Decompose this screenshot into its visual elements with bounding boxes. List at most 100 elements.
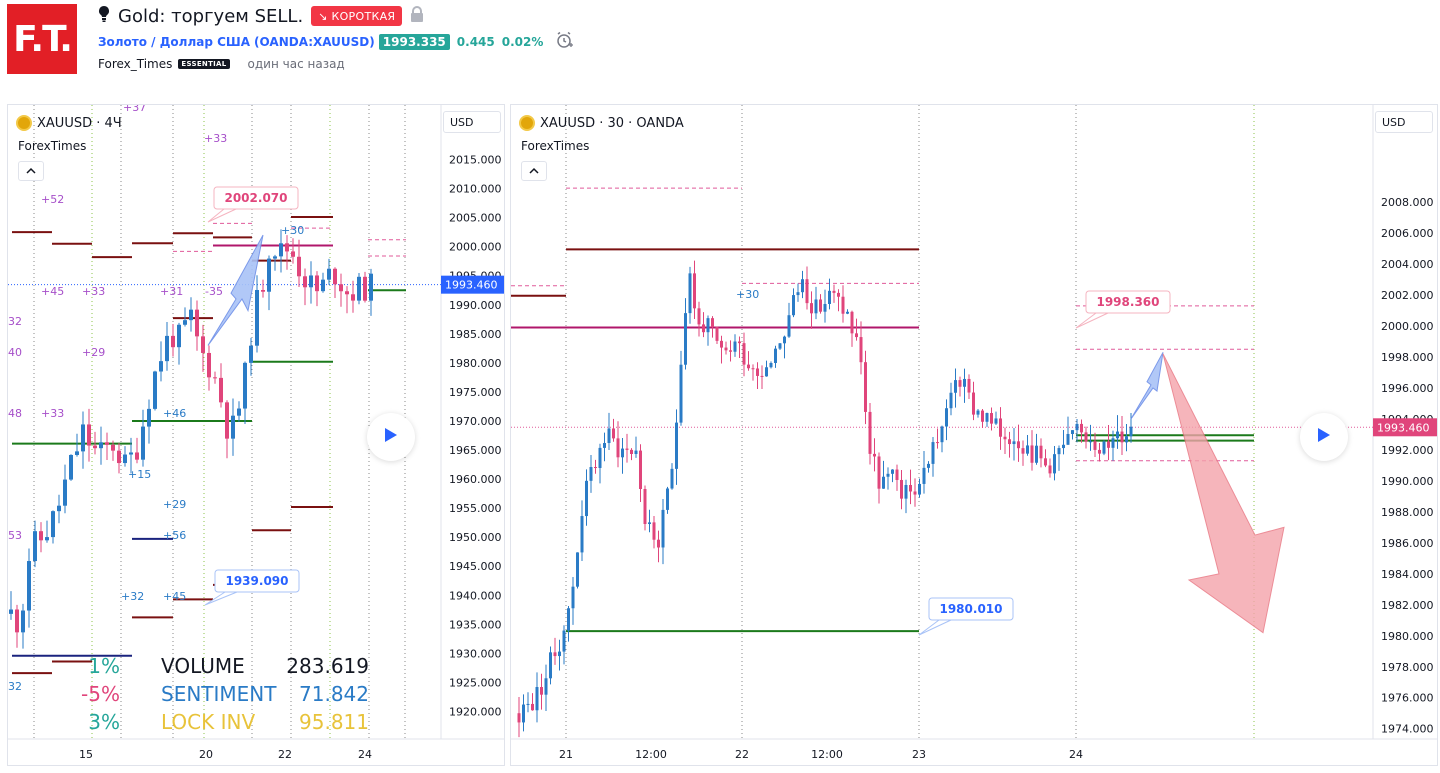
callout-high-pointer xyxy=(207,208,237,223)
chart-panel-30m[interactable]: 2008.000 2006.000 2004.000 2002.000 2000.000… xyxy=(510,104,1438,766)
stat-label: SENTIMENT xyxy=(161,682,277,706)
candle-body xyxy=(1107,441,1110,448)
candle-body xyxy=(913,491,917,495)
title-row: Gold: торгуем SELL. ↘ КОРОТКАЯ xyxy=(98,4,424,28)
price-tick: 2010.000 xyxy=(449,183,502,196)
candle-body xyxy=(105,442,109,445)
candle-body xyxy=(891,469,894,474)
candle-body xyxy=(576,552,579,587)
candle-body xyxy=(201,336,205,353)
candle-body xyxy=(1071,430,1074,434)
candle-body xyxy=(237,408,241,416)
play-icon xyxy=(384,427,398,448)
idea-header: F.T. Gold: торгуем SELL. ↘ КОРОТКАЯ Золо… xyxy=(0,0,1440,100)
candle-body xyxy=(225,402,229,439)
signal-marker: +33 xyxy=(204,132,227,145)
signal-marker: +29 xyxy=(163,498,186,511)
play-replay-button[interactable] xyxy=(367,413,415,461)
candle-body xyxy=(607,428,611,444)
callout-low-label: 1939.090 xyxy=(225,574,288,588)
candle-body xyxy=(652,522,656,540)
candle-body xyxy=(279,243,283,257)
callout-low-pointer xyxy=(918,619,952,636)
candle-body xyxy=(111,444,115,451)
callout-high-box xyxy=(213,186,299,210)
signal-marker: +29 xyxy=(82,346,105,359)
pct-label: 1% xyxy=(88,654,120,678)
price-tick: 1970.000 xyxy=(449,415,502,428)
candle-body xyxy=(549,652,552,679)
candle-body xyxy=(526,703,530,705)
candle-body xyxy=(1003,436,1007,440)
candle-body xyxy=(69,454,73,480)
candle-body xyxy=(742,343,746,365)
candle-body xyxy=(801,279,804,293)
idea-title: Gold: торгуем SELL. xyxy=(118,5,304,27)
time-tick: 22 xyxy=(278,748,292,761)
stat-label: LOCK INV xyxy=(161,710,255,734)
candle-body xyxy=(1012,441,1016,445)
currency-select[interactable]: USD xyxy=(1375,111,1433,133)
candle-body xyxy=(1125,436,1128,443)
signal-marker: +37 xyxy=(123,105,146,114)
candle-body xyxy=(1066,433,1070,445)
candle-body xyxy=(540,687,543,695)
candle-body xyxy=(553,652,557,657)
candle-body xyxy=(21,610,25,633)
stat-value: 283.619 xyxy=(286,654,369,678)
forecast-arrow-down xyxy=(1162,353,1285,634)
symbol-code-link[interactable]: (OANDA:XAUUSD) xyxy=(254,35,375,49)
symbol-name-link[interactable]: Золото / Доллар США xyxy=(98,35,251,49)
time-tick: 21 xyxy=(559,748,573,761)
alarm-clock-icon[interactable] xyxy=(555,31,574,53)
play-replay-button[interactable] xyxy=(1300,413,1348,461)
chart-canvas-30m[interactable]: 2008.000 2006.000 2004.000 2002.000 2000.000… xyxy=(511,105,1438,766)
author-name[interactable]: Forex_Times xyxy=(98,57,173,71)
candle-body xyxy=(75,451,79,455)
chart-panel-4h[interactable]: 2015.0002010.0002005.0002000.0001995.000… xyxy=(7,104,505,766)
candle-body xyxy=(153,371,157,409)
candle-body xyxy=(634,450,638,454)
candle-body xyxy=(309,275,313,288)
candle-body xyxy=(922,467,926,484)
collapse-legend-button[interactable] xyxy=(521,161,547,181)
candle-body xyxy=(357,276,361,301)
candle-body xyxy=(859,337,863,363)
price-tick: 1988.000 xyxy=(1381,506,1434,519)
candle-body xyxy=(621,448,624,458)
collapse-legend-button[interactable] xyxy=(18,161,44,181)
currency-select[interactable]: USD xyxy=(443,111,501,133)
candle-body xyxy=(165,335,169,362)
stat-label: VOLUME xyxy=(161,654,245,678)
candle-body xyxy=(720,340,723,348)
legend-symbol: XAUUSD · 30 · OANDA xyxy=(540,115,684,131)
candle-body xyxy=(625,448,629,450)
signal-marker: 40 xyxy=(8,346,22,359)
signal-marker: +46 xyxy=(163,407,186,420)
last-price-label: 1993.460 xyxy=(445,279,498,292)
brand-logo[interactable]: F.T. xyxy=(7,4,77,74)
candle-body xyxy=(792,295,795,316)
price-tick: 1990.000 xyxy=(1381,475,1434,488)
price-tick: 1980.000 xyxy=(1381,630,1434,643)
gold-symbol-icon xyxy=(519,115,535,131)
signal-marker: -35 xyxy=(205,285,223,298)
candle-body xyxy=(724,347,728,351)
candle-body xyxy=(697,308,701,325)
signal-marker: +45 xyxy=(41,285,64,298)
chart-canvas-4h[interactable]: 2015.0002010.0002005.0002000.0001995.000… xyxy=(8,105,505,766)
callout-low-box xyxy=(928,597,1014,621)
candle-body xyxy=(1084,432,1088,442)
candle-body xyxy=(1116,431,1119,439)
candle-body xyxy=(702,324,705,333)
candle-body xyxy=(783,336,786,344)
candle-body xyxy=(171,335,175,348)
candle-body xyxy=(927,463,930,468)
candle-body xyxy=(864,362,867,412)
candle-body xyxy=(87,424,91,446)
candle-body xyxy=(900,479,903,499)
candle-body xyxy=(327,268,331,280)
candle-body xyxy=(1053,454,1056,474)
candle-body xyxy=(195,309,199,337)
candle-body xyxy=(756,368,759,376)
